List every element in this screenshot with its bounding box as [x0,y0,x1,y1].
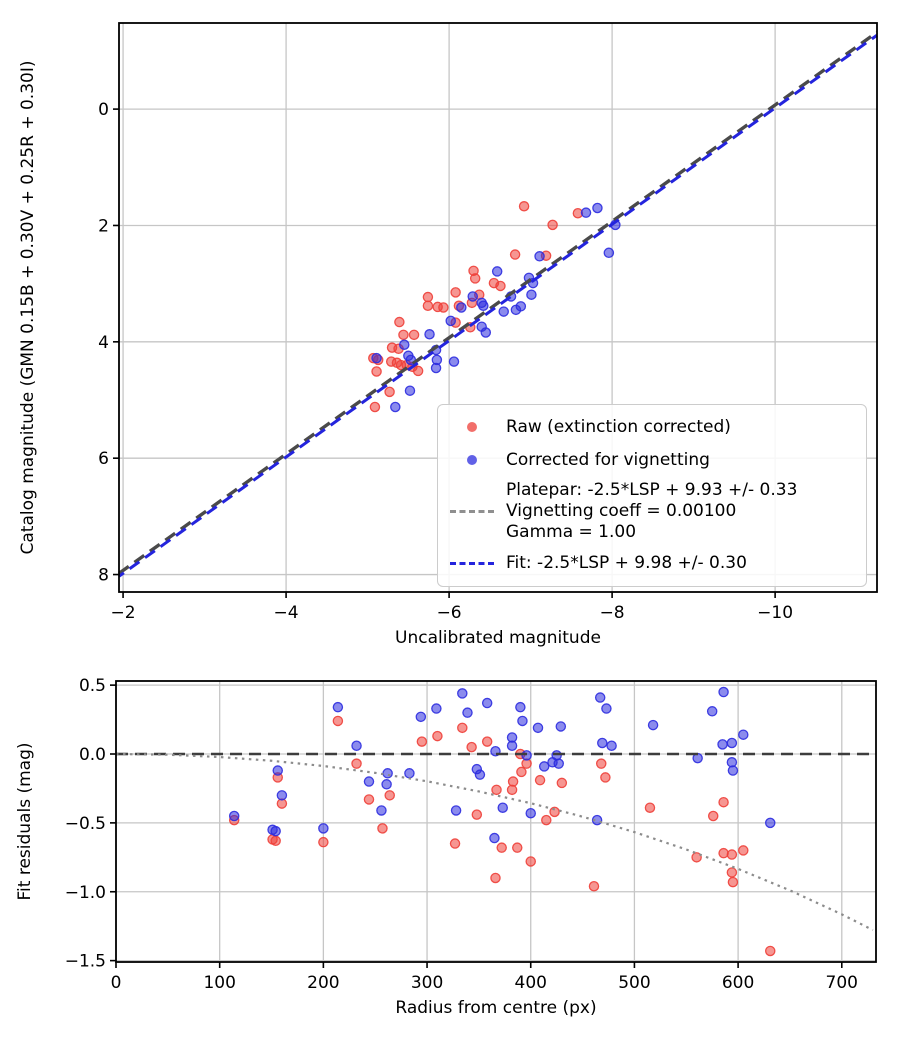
legend-corrected-label: Corrected for vignetting [506,449,710,470]
x-tick-label: 400 [515,973,547,993]
platepar-dashed-line-icon [450,509,494,513]
legend-platepar-label: Platepar: -2.5*LSP + 9.93 +/- 0.33 Vigne… [506,479,798,542]
y-tick-label: 6 [98,449,109,469]
legend-raw-label: Raw (extinction corrected) [506,416,731,437]
tick-labels: −2 −4 −6 −8 −10 0 2 4 6 8 [98,100,793,623]
y-tick-label: 4 [98,333,109,353]
series-0 [228,715,776,957]
series-1 [371,202,621,413]
plot-legend: Raw (extinction corrected) Corrected for… [437,404,867,587]
x-axis-label: Radius from centre (px) [395,998,596,1018]
x-tick-label: −2 [111,603,136,623]
fit-dashed-line-icon [450,561,494,565]
legend-fit-label: Fit: -2.5*LSP + 9.98 +/- 0.30 [506,552,747,573]
legend-entry-raw: Raw (extinction corrected) [450,412,856,442]
y-tick-label: −1.5 [65,952,106,972]
y-tick-label: −0.5 [65,814,106,834]
tick-labels: 0 100 200 300 400 500 600 700 0.5 0.0 −0.5 −1.0 −1.5 [65,676,858,993]
bottom-plot-canvas: 0 100 200 300 400 500 600 700 0.5 0.0 −0.5 −1.0 −1.5… [15,676,877,1018]
tick-marks [110,684,843,968]
x-tick-label: 100 [203,973,235,993]
series-3 [115,752,874,932]
series-1 [228,686,776,844]
y-axis-label: Fit residuals (mag) [15,743,35,901]
x-tick-label: −10 [757,603,793,623]
y-tick-label: 0 [98,100,109,120]
y-tick-label: 0.0 [79,745,106,765]
x-tick-label: −6 [437,603,462,623]
legend-entry-platepar: Platepar: -2.5*LSP + 9.93 +/- 0.33 Vigne… [450,478,856,544]
y-axis-label: Catalog magnitude (GMN 0.15B + 0.30V + 0… [18,61,38,555]
raw-marker-icon [450,422,494,432]
y-tick-label: 2 [98,216,109,236]
y-tick-label: 8 [98,566,109,586]
x-tick-label: 200 [307,973,339,993]
corrected-marker-icon [450,455,494,465]
x-tick-label: 500 [618,973,650,993]
x-tick-label: −4 [274,603,299,623]
x-tick-label: 700 [826,973,858,993]
y-tick-label: −1.0 [65,883,106,903]
axes-spines [115,680,877,963]
series-3 [118,33,878,578]
tick-marks [113,108,776,598]
x-tick-label: 600 [722,973,754,993]
x-tick-label: −8 [600,603,625,623]
x-tick-label: 0 [111,973,122,993]
x-axis-label: Uncalibrated magnitude [395,628,601,648]
legend-entry-fit: Fit: -2.5*LSP + 9.98 +/- 0.30 [450,547,856,579]
x-tick-label: 300 [411,973,443,993]
series-0 [368,201,584,413]
legend-entry-corrected: Corrected for vignetting [450,445,856,475]
axes-spines [118,22,878,593]
top-plot-canvas: −2 −4 −6 −8 −10 0 2 4 6 8 Uncalibrated magnitude Ca… [18,22,878,648]
series-2 [118,30,878,575]
y-tick-label: 0.5 [79,676,106,696]
